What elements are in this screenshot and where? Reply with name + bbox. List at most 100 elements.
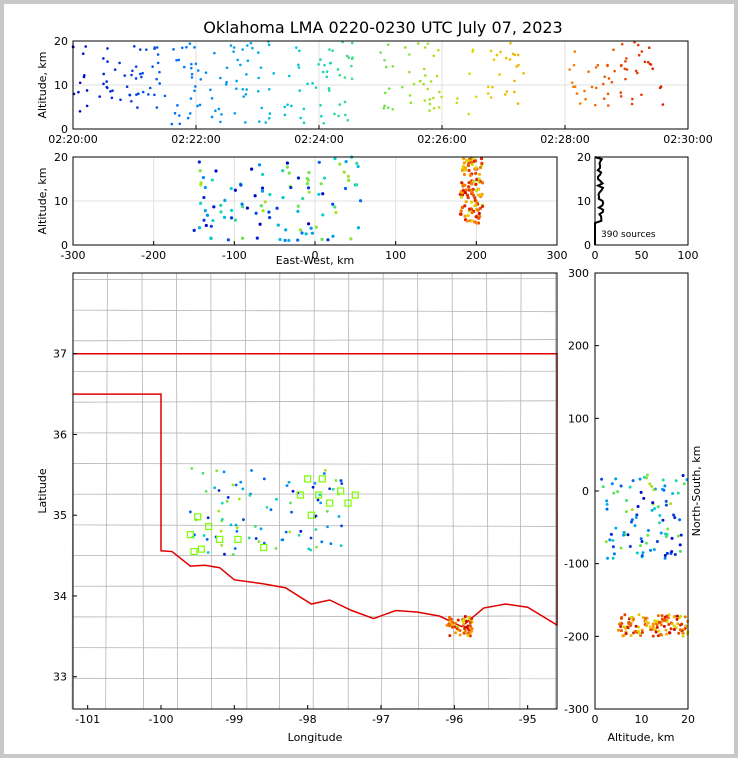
source-point: [472, 220, 477, 224]
source-point: [462, 161, 466, 165]
source-point: [666, 527, 670, 531]
source-point: [254, 211, 258, 215]
source-point: [350, 64, 353, 68]
time-tick-label: 02:22:00: [171, 133, 220, 146]
source-point: [134, 65, 138, 68]
source-point: [619, 484, 623, 488]
source-point: [331, 49, 334, 52]
source-point: [229, 216, 234, 220]
source-point: [473, 196, 477, 200]
source-point: [644, 624, 648, 628]
county-line: [72, 615, 558, 618]
source-point: [123, 74, 127, 77]
source-point: [217, 509, 221, 513]
source-point: [226, 238, 230, 242]
source-point: [409, 101, 413, 105]
source-point: [469, 160, 474, 164]
source-point: [180, 46, 184, 50]
source-point: [471, 193, 475, 197]
plan-view-frame: [72, 272, 558, 710]
source-point: [423, 74, 427, 77]
lma-station: [197, 545, 205, 553]
source-point: [422, 67, 426, 71]
source-point: [646, 528, 650, 532]
source-point: [177, 114, 181, 117]
source-point: [423, 46, 427, 49]
source-point: [188, 510, 192, 514]
source-point: [620, 615, 624, 619]
source-point: [198, 103, 202, 107]
source-point: [477, 177, 481, 181]
source-point: [288, 530, 292, 534]
source-point: [652, 548, 656, 552]
lma-station: [216, 535, 224, 544]
source-point: [426, 87, 430, 91]
source-point: [278, 237, 282, 242]
source-point: [155, 77, 158, 81]
source-point: [130, 99, 133, 103]
source-point: [640, 539, 644, 543]
source-point: [232, 50, 235, 53]
source-point: [636, 71, 639, 75]
y-axis-label: Altitude, km: [36, 167, 49, 234]
source-point: [285, 165, 289, 169]
source-point: [251, 46, 254, 50]
source-point: [333, 112, 336, 116]
source-point: [225, 80, 228, 84]
source-point: [340, 524, 343, 528]
source-point: [384, 65, 388, 69]
county-line: [72, 400, 558, 403]
source-point: [290, 104, 293, 108]
source-point: [309, 226, 313, 230]
source-point: [447, 615, 451, 619]
source-point: [663, 484, 667, 488]
source-point: [379, 51, 382, 54]
source-point: [458, 633, 462, 637]
source-point: [241, 87, 245, 91]
source-point: [321, 70, 325, 74]
source-point: [662, 488, 666, 492]
county-line: [519, 272, 522, 710]
source-point: [669, 502, 673, 506]
source-point: [325, 70, 329, 73]
source-point: [465, 193, 469, 197]
source-point: [437, 106, 441, 109]
source-point: [306, 82, 309, 86]
source-point: [623, 67, 627, 71]
ew-tick-label: 0: [312, 249, 319, 262]
source-point: [358, 199, 363, 203]
source-point: [172, 48, 175, 51]
source-point: [644, 541, 648, 545]
source-point: [480, 181, 485, 185]
source-point: [306, 222, 311, 226]
source-point: [202, 195, 206, 200]
source-point: [135, 93, 138, 96]
hist-tick-label: 10: [577, 195, 591, 208]
source-point: [678, 628, 682, 632]
source-point: [283, 238, 287, 242]
lma-station: [190, 547, 198, 556]
source-point: [102, 72, 105, 76]
source-point: [298, 89, 302, 92]
alt-tick-label: 20: [54, 151, 68, 164]
source-point: [233, 547, 237, 550]
source-point: [383, 91, 387, 95]
source-point: [606, 92, 610, 96]
source-point: [223, 198, 227, 202]
source-point: [326, 238, 330, 242]
source-point: [620, 42, 624, 46]
source-point: [594, 86, 598, 90]
source-point: [468, 173, 473, 177]
source-point: [245, 73, 248, 76]
time-height-frame: [72, 40, 689, 130]
source-point: [125, 85, 129, 89]
source-point: [468, 72, 471, 76]
source-point: [616, 628, 620, 632]
source-point: [678, 549, 682, 553]
source-point: [240, 202, 244, 206]
lat-tick-label: 35: [53, 509, 67, 522]
source-point: [466, 213, 470, 218]
source-point: [647, 46, 651, 49]
source-point: [237, 497, 241, 501]
source-point: [625, 499, 629, 503]
